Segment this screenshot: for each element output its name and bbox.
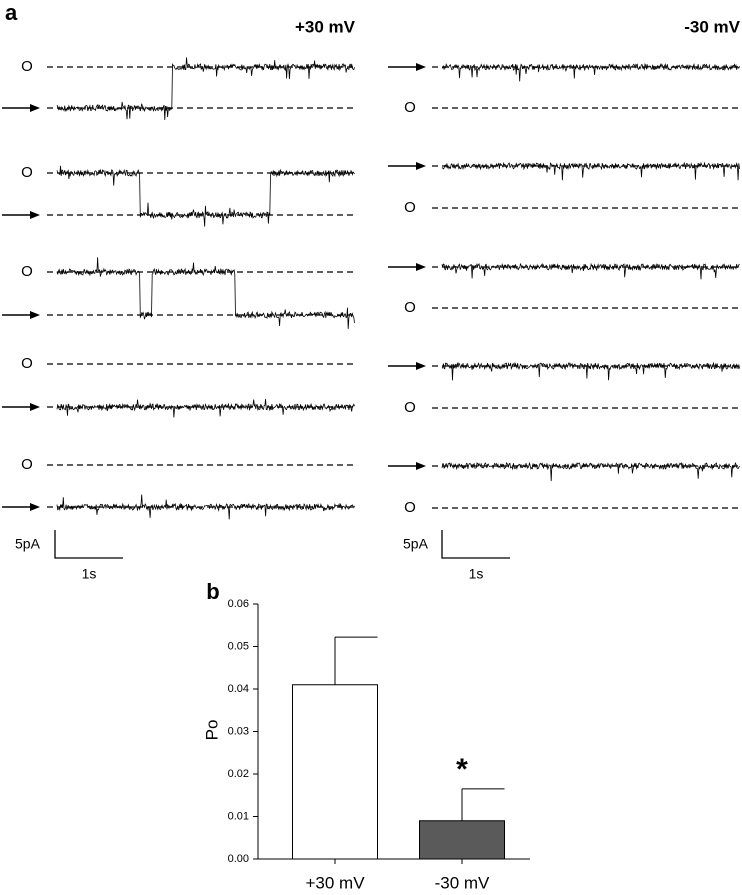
condition-title: +30 mV	[295, 17, 356, 36]
bar-chart: 0.00 0.01 0.02 0.03 0.04 0.05 0.06 Po +30 mV -30 …	[202, 598, 530, 892]
trace	[56, 494, 355, 520]
scale-time: 1s	[469, 566, 484, 582]
trace	[56, 165, 355, 227]
y-tick-label: 0.03	[228, 725, 249, 737]
open-label: O	[21, 58, 33, 75]
trace	[441, 461, 740, 482]
arrow-head	[30, 311, 40, 319]
bar	[292, 684, 378, 860]
open-label: O	[404, 499, 416, 516]
open-label: O	[21, 456, 33, 473]
arrow-head	[416, 462, 426, 470]
open-label: O	[404, 199, 416, 216]
arrow-head	[416, 362, 426, 370]
trace	[441, 361, 740, 381]
panel-label: b	[206, 579, 219, 604]
trace	[56, 57, 355, 121]
y-tick-label: 0.02	[228, 768, 249, 780]
scale-bar	[54, 530, 123, 559]
scale-time: 1s	[82, 566, 97, 582]
open-label: O	[404, 299, 416, 316]
open-label: O	[404, 399, 416, 416]
condition-title: -30 mV	[684, 17, 740, 36]
arrow-head	[416, 162, 426, 170]
x-tick-label: +30 mV	[305, 873, 365, 892]
traces: O O O O O O O O O O 5pA 1s 5pA 1s	[2, 57, 740, 582]
trace	[56, 398, 355, 418]
trace	[441, 161, 740, 181]
bar	[419, 820, 505, 860]
significance-mark: *	[456, 753, 468, 786]
scale-current: 5pA	[15, 536, 41, 552]
open-label: O	[21, 263, 33, 280]
open-label: O	[21, 164, 33, 181]
trace	[441, 62, 740, 82]
arrow-head	[416, 263, 426, 271]
y-tick-label: 0.06	[228, 598, 249, 610]
arrow-head	[30, 503, 40, 511]
arrow-head	[30, 403, 40, 411]
y-tick-label: 0.00	[228, 853, 249, 865]
y-tick-label: 0.05	[228, 640, 249, 652]
open-label: O	[404, 99, 416, 116]
scale-bar	[441, 530, 510, 559]
scale-current: 5pA	[403, 536, 429, 552]
x-tick-label: -30 mV	[435, 873, 490, 892]
y-tick-label: 0.01	[228, 810, 249, 822]
open-label: O	[21, 355, 33, 372]
arrow-head	[416, 63, 426, 71]
y-tick-label: 0.04	[228, 683, 249, 695]
arrow-head	[30, 104, 40, 112]
trace	[441, 262, 740, 280]
y-axis-label: Po	[202, 720, 221, 741]
arrow-head	[30, 211, 40, 219]
panel-label: a	[5, 0, 18, 25]
trace	[56, 257, 355, 329]
